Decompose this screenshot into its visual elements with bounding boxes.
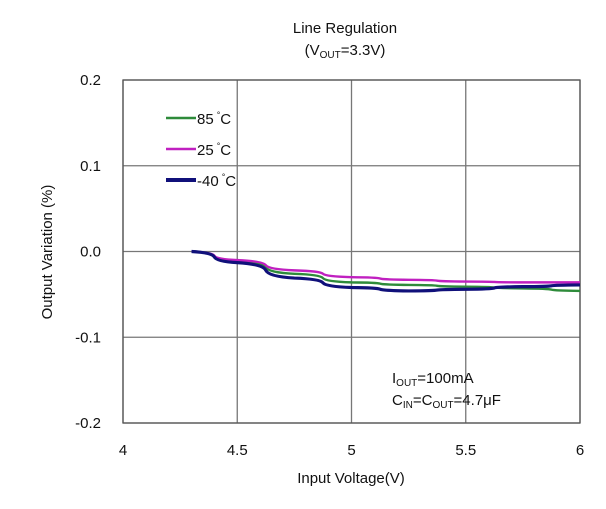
series-lines (191, 249, 581, 293)
y-axis-label: Output Variation (%) (39, 185, 56, 320)
x-axis-label: Input Voltage(V) (297, 470, 405, 487)
legend-label: 85 °C (197, 110, 231, 128)
x-tick-label: 4 (119, 442, 127, 459)
y-tick-label: 0.1 (80, 158, 101, 175)
series-line--40 (191, 249, 581, 293)
grid (122, 79, 581, 424)
x-tick-label: 4.5 (227, 442, 248, 459)
chart-title: Line Regulation (293, 20, 397, 37)
x-tick-label: 5 (347, 442, 355, 459)
x-tick-label: 5.5 (455, 442, 476, 459)
plot-frame (122, 79, 581, 424)
y-tick-label: -0.2 (75, 415, 101, 432)
legend: 85 °C 25 °C -40 °C (166, 110, 236, 190)
series-line-85 (191, 250, 581, 293)
annotation-capacitors: CIN=COUT=4.7μF (392, 392, 501, 411)
legend-label: -40 °C (197, 172, 236, 190)
chart-subtitle: (VOUT=3.3V) (305, 42, 386, 61)
y-tick-label: -0.1 (75, 329, 101, 346)
legend-label: 25 °C (197, 141, 231, 159)
tick-labels: 4 4.5 5 5.5 6 0.2 0.1 0.0 -0.1 -0.2 (75, 72, 584, 459)
y-tick-label: 0.2 (80, 72, 101, 89)
x-tick-label: 6 (576, 442, 584, 459)
annotation-iout: IOUT=100mA (392, 370, 474, 389)
series-line-25 (191, 250, 580, 284)
y-tick-label: 0.0 (80, 244, 101, 261)
